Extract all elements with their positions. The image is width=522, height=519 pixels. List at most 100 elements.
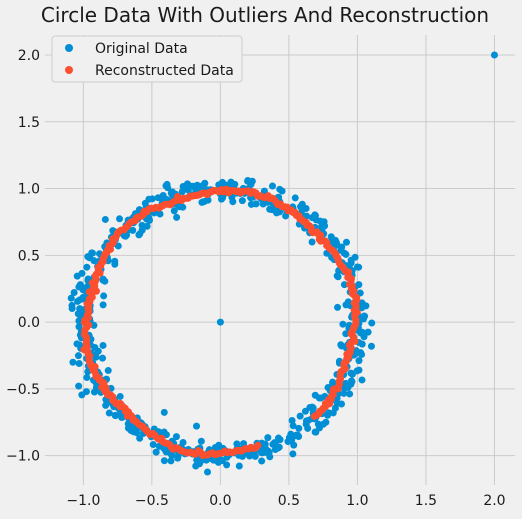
original-data-point xyxy=(152,448,160,456)
outlier-point xyxy=(216,318,224,326)
original-data-point xyxy=(149,441,157,449)
original-data-point xyxy=(238,197,246,205)
original-data-point xyxy=(163,447,171,455)
chart-title: Circle Data With Outliers And Reconstruc… xyxy=(41,3,489,27)
y-tick-label: −0.5 xyxy=(6,382,40,398)
x-tick-label: 2.0 xyxy=(483,493,505,509)
original-data-point xyxy=(69,358,77,366)
original-data-point xyxy=(295,424,303,432)
original-data-point xyxy=(138,226,146,234)
original-data-point xyxy=(340,389,348,397)
original-data-point xyxy=(101,215,109,223)
original-data-point xyxy=(117,411,125,419)
original-data-point xyxy=(82,388,90,396)
original-data-point xyxy=(116,392,124,400)
original-data-point xyxy=(266,205,274,213)
original-data-point xyxy=(129,226,137,234)
original-data-point xyxy=(111,260,119,268)
original-data-point xyxy=(342,330,350,338)
original-data-point xyxy=(302,204,310,212)
original-data-point xyxy=(358,376,366,384)
original-data-point xyxy=(86,254,94,262)
original-data-point xyxy=(347,259,355,267)
legend-label-reconstructed: Reconstructed Data xyxy=(95,63,234,79)
original-data-point xyxy=(315,394,323,402)
original-data-point xyxy=(90,388,98,396)
original-data-point xyxy=(78,269,86,277)
original-data-point xyxy=(204,196,212,204)
original-data-point xyxy=(105,409,113,417)
y-tick-label: 2.0 xyxy=(18,48,40,64)
original-data-point xyxy=(275,443,283,451)
original-data-point xyxy=(167,457,175,465)
reconstructed-data-points xyxy=(80,185,361,459)
reconstructed-data-point xyxy=(254,441,262,449)
original-data-point xyxy=(348,378,356,386)
outlier-point xyxy=(490,51,498,59)
original-data-point xyxy=(265,447,272,455)
original-data-point xyxy=(337,246,345,254)
original-data-point xyxy=(94,347,102,355)
original-data-point xyxy=(339,320,347,328)
tick-labels: −1.0 −0.5 0.0 0.5 1.0 1.5 2.0 −1.0 −0.5 0.0 0.5 1.0… xyxy=(6,48,506,509)
original-data-point xyxy=(99,276,107,284)
original-data-point xyxy=(351,253,359,261)
original-data-point xyxy=(320,218,328,226)
original-data-point xyxy=(358,340,366,348)
original-data-point xyxy=(83,263,91,271)
original-data-point xyxy=(338,400,345,408)
original-data-point xyxy=(331,404,339,412)
original-data-point xyxy=(334,303,342,311)
x-tick-label: 1.0 xyxy=(346,493,368,509)
x-tick-label: 0.0 xyxy=(209,493,231,509)
original-data-point xyxy=(291,194,299,202)
original-data-point xyxy=(269,182,276,190)
original-data-point xyxy=(176,203,184,211)
original-data-point xyxy=(290,441,298,449)
original-data-point xyxy=(74,297,81,305)
original-data-point xyxy=(104,367,112,375)
original-data-point xyxy=(297,203,305,211)
original-data-point xyxy=(324,411,332,419)
original-data-point xyxy=(160,428,168,436)
original-data-point xyxy=(136,434,144,442)
original-data-point xyxy=(348,370,356,378)
original-data-point xyxy=(114,242,122,250)
original-data-point xyxy=(163,180,171,188)
original-data-point xyxy=(355,357,363,365)
original-data-point xyxy=(274,434,282,442)
x-tick-label: 1.5 xyxy=(415,493,437,509)
original-data-point xyxy=(306,404,314,412)
legend-marker-original xyxy=(65,44,73,52)
original-data-point xyxy=(197,437,205,445)
original-data-point xyxy=(327,233,335,241)
y-tick-label: 0.0 xyxy=(18,315,40,331)
original-data-point xyxy=(368,319,376,327)
original-data-point xyxy=(193,422,200,430)
original-data-point xyxy=(178,188,186,196)
original-data-point xyxy=(102,401,110,409)
original-data-point xyxy=(76,281,84,289)
original-data-point xyxy=(148,195,156,203)
original-data-point xyxy=(204,468,211,476)
original-data-point xyxy=(100,292,108,300)
original-data-point xyxy=(353,263,361,271)
legend-label-original: Original Data xyxy=(95,41,188,57)
original-data-point xyxy=(360,333,368,341)
original-data-point xyxy=(99,354,107,362)
original-data-point xyxy=(360,312,368,320)
original-data-point xyxy=(168,451,176,459)
original-data-point xyxy=(125,424,133,432)
original-data-point xyxy=(160,408,168,416)
original-data-point xyxy=(67,294,75,302)
legend-frame xyxy=(51,35,243,83)
original-data-point xyxy=(251,452,259,460)
original-data-point xyxy=(79,293,87,301)
original-data-point xyxy=(248,177,256,185)
original-data-point xyxy=(75,382,83,390)
legend-marker-reconstructed xyxy=(65,66,73,74)
original-data-point xyxy=(74,352,82,360)
legend: Original Data Reconstructed Data xyxy=(51,35,243,83)
original-data-point xyxy=(342,238,350,246)
original-data-point xyxy=(252,200,260,208)
